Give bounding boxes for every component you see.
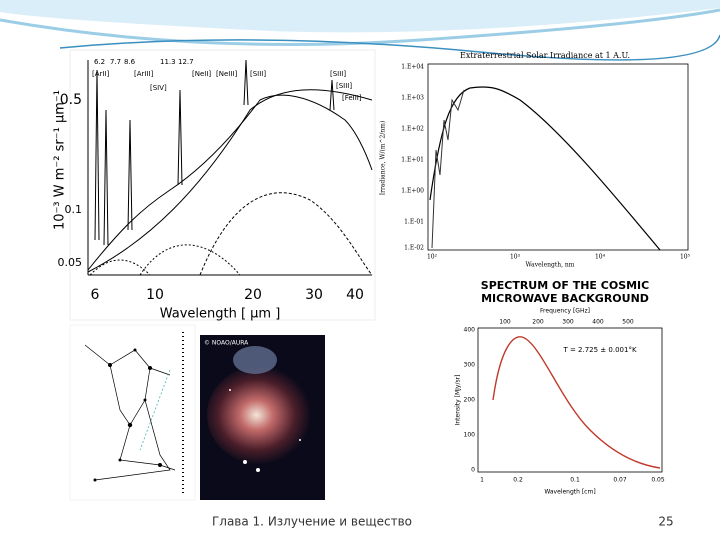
feature-label: [SIV] [150,84,167,92]
top-tick-label: 300 [562,319,574,326]
feature-label: [NeII] [192,70,211,78]
x-tick-label: 0.2 [513,477,523,484]
top-waves [0,0,720,61]
photo-credit: © NOAO/AURA [204,340,249,347]
y-tick-label: 0.05 [58,256,83,269]
x-tick-label: 30 [305,287,323,303]
feature-label: [SIII] [250,70,266,78]
top-axis-label: Frequency [GHz] [540,308,590,315]
feature-label: 7.7 [110,58,121,66]
feature-label: 12.7 [178,58,194,66]
x-tick-label: 0.07 [613,477,627,484]
x-tick-label: 10⁵ [680,254,691,261]
y-tick-label: 1.E+04 [401,64,424,71]
star-chart [69,324,196,501]
feature-label: 8.6 [124,58,136,66]
chart-title: MICROWAVE BACKGROUND [481,292,649,305]
y-axis-label: Irradiance, W/(m^2/nm) [380,121,387,196]
y-tick-label: 200 [464,397,476,404]
orion-photo: © NOAO/AURA [200,335,325,500]
solar-chart: Extraterrestrial Solar Irradiance at 1 A… [380,51,691,269]
y-tick-label: 1.E-02 [404,245,424,252]
top-tick-label: 100 [499,319,511,326]
feature-label: [ArII] [92,70,110,78]
y-tick-label: 0.1 [65,203,83,216]
x-tick-label: 0.1 [570,477,580,484]
x-tick-label: 1 [480,477,484,484]
chart-title: Extraterrestrial Solar Irradiance at 1 A… [460,51,630,60]
x-tick-label: 40 [346,287,364,303]
feature-label: [ArIII] [134,70,154,78]
y-tick-label: 1.E+02 [401,126,424,133]
x-tick-label: 10 [146,287,164,303]
feature-label: 6.2 [94,58,105,66]
ir-spectrum: 0.5 0.1 0.05 10⁻³ W m⁻² sr⁻¹ μm⁻¹ 6 10 2… [53,49,376,322]
y-tick-label: 0.5 [60,92,82,108]
top-tick-label: 400 [592,319,604,326]
feature-label: [SIII] [336,82,352,90]
x-tick-label: 0.05 [651,477,665,484]
x-tick-label: 10³ [510,254,521,261]
cmb-chart: SPECTRUM OF THE COSMIC MICROWAVE BACKGRO… [455,279,665,496]
y-tick-label: 1.E+03 [401,95,424,102]
chart-title: SPECTRUM OF THE COSMIC [481,279,649,292]
y-tick-label: 400 [464,327,476,334]
x-tick-label: 6 [91,287,100,303]
y-axis-label: Intensity [MJy/sr] [455,375,462,426]
x-tick-label: 20 [244,287,262,303]
y-tick-label: 0 [471,467,475,474]
x-tick-label: 10² [427,254,438,261]
top-tick-label: 200 [532,319,544,326]
y-tick-label: 300 [464,362,476,369]
x-axis-label: Wavelength, nm [526,262,575,269]
y-tick-label: 100 [464,432,476,439]
top-tick-label: 500 [622,319,634,326]
feature-label: [NeIII] [216,70,237,78]
y-tick-label: 1.E+00 [401,188,424,195]
y-tick-label: 1.E+01 [401,157,424,164]
annotation: T = 2.725 ± 0.001°K [562,346,636,354]
x-tick-label: 10⁴ [595,254,606,261]
x-axis-label: Wavelength [cm] [544,489,595,496]
x-axis-label: Wavelength [ μm ] [160,307,281,322]
feature-label: [SIII] [330,70,346,78]
page-number: 25 [658,515,673,529]
feature-label: [FeIII] [342,94,362,102]
y-tick-label: 1.E-01 [404,219,424,226]
footer-chapter: Глава 1. Излучение и вещество [212,515,412,529]
y-axis-label: 10⁻³ W m⁻² sr⁻¹ μm⁻¹ [53,90,68,230]
feature-label: 11.3 [160,58,176,66]
